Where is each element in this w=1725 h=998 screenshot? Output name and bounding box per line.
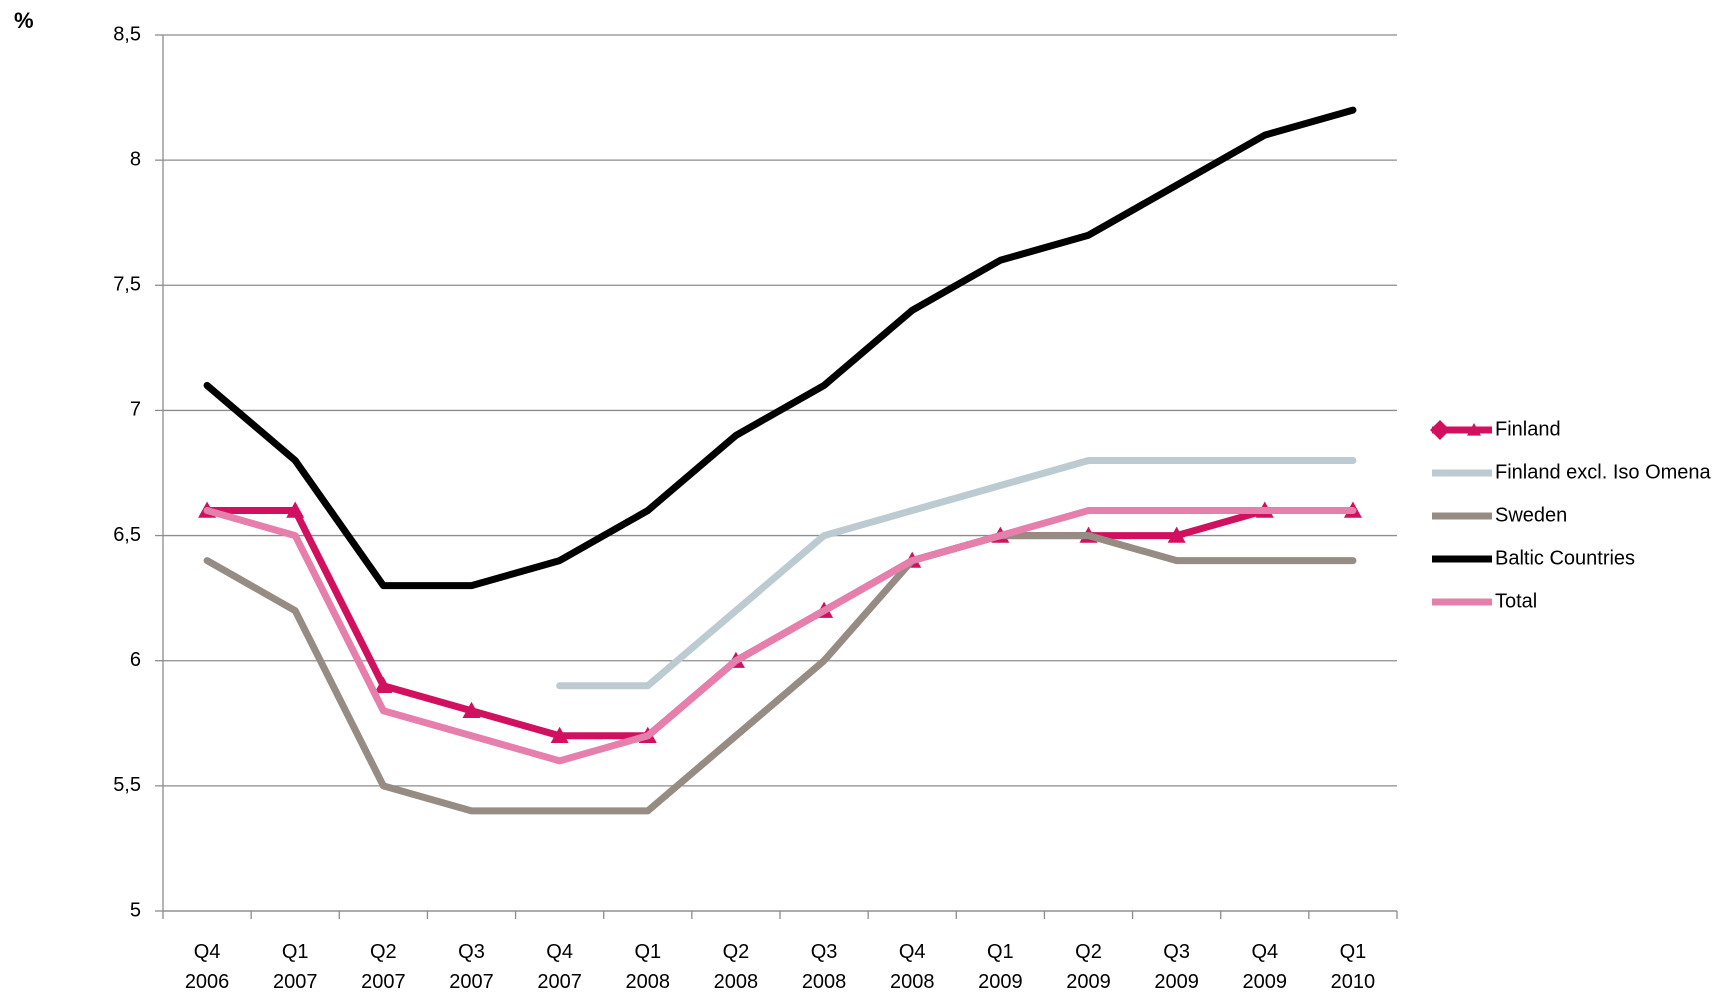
y-tick-label: 5,5 bbox=[113, 774, 141, 796]
x-tick-label: Q1 2009 bbox=[978, 941, 1023, 993]
legend-label: Finland excl. Iso Omena bbox=[1495, 461, 1712, 483]
point-marker bbox=[286, 501, 305, 518]
y-tick-label: 6 bbox=[130, 649, 141, 671]
point-marker bbox=[462, 701, 481, 718]
x-tick-label: Q2 2007 bbox=[361, 941, 406, 993]
series-line bbox=[203, 532, 1357, 815]
legend-label: Total bbox=[1495, 590, 1537, 612]
legend-marker bbox=[1430, 420, 1450, 440]
x-tick-label: Q4 2008 bbox=[890, 941, 935, 993]
legend-label: Finland bbox=[1495, 418, 1561, 440]
y-tick-label: 8,5 bbox=[113, 23, 141, 45]
x-tick-label: Q3 2009 bbox=[1154, 941, 1199, 993]
x-tick-label: Q1 2010 bbox=[1331, 941, 1376, 993]
x-tick-label: Q2 2009 bbox=[1066, 941, 1111, 993]
x-tick-label: Q1 2008 bbox=[626, 941, 671, 993]
point-marker bbox=[374, 676, 393, 693]
y-axis-label: % bbox=[14, 8, 34, 33]
legend-label: Baltic Countries bbox=[1495, 547, 1635, 569]
x-tick-label: Q1 2007 bbox=[273, 941, 318, 993]
y-tick-label: 6,5 bbox=[113, 524, 141, 546]
x-tick-label: Q3 2007 bbox=[449, 941, 494, 993]
legend-label: Sweden bbox=[1495, 504, 1567, 526]
y-tick-label: 5 bbox=[130, 899, 141, 921]
y-tick-label: 8 bbox=[130, 148, 141, 170]
series-line bbox=[203, 507, 1357, 765]
point-marker bbox=[1167, 526, 1186, 543]
y-tick-label: 7 bbox=[130, 399, 141, 421]
point-marker bbox=[550, 726, 569, 743]
series-line bbox=[203, 106, 1357, 590]
x-tick-label: Q3 2008 bbox=[802, 941, 847, 993]
series-line bbox=[556, 456, 1357, 690]
x-tick-label: Q4 2009 bbox=[1243, 941, 1288, 993]
y-tick-label: 7,5 bbox=[113, 274, 141, 296]
x-tick-label: Q4 2006 bbox=[185, 941, 230, 993]
legend-marker bbox=[1467, 423, 1481, 436]
x-tick-label: Q2 2008 bbox=[714, 941, 759, 993]
x-tick-label: Q4 2007 bbox=[537, 941, 582, 993]
